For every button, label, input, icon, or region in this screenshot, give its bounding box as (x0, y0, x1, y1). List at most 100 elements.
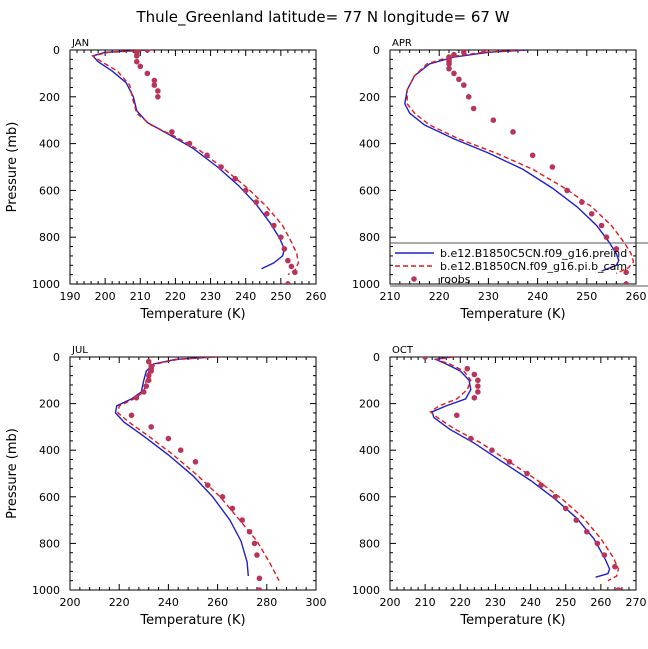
roobs-point (242, 187, 249, 194)
plot-area (91, 50, 300, 284)
x-tick-label: 230 (478, 290, 499, 303)
legend-entry-label: roobs (440, 273, 471, 286)
x-tick-label: 250 (270, 290, 291, 303)
roobs-point (169, 129, 175, 135)
roobs-point (471, 394, 478, 401)
roobs-point (584, 528, 590, 535)
x-tick-label: 210 (415, 596, 436, 609)
y-tick-label: 800 (359, 231, 380, 244)
panel-label: APR (392, 38, 412, 49)
y-tick-label: 0 (53, 351, 60, 364)
plot-frame (389, 356, 637, 591)
x-tick-label: 230 (485, 596, 506, 609)
roobs-point (601, 552, 608, 558)
roobs-point (623, 281, 629, 284)
roobs-point (239, 517, 245, 523)
plot-area (404, 50, 635, 284)
roobs-point (256, 587, 263, 590)
roobs-point (133, 58, 140, 65)
plot-frame (69, 49, 317, 285)
roobs-point (506, 459, 513, 465)
roobs-point (143, 383, 150, 389)
roobs-point (144, 50, 151, 53)
roobs-point (155, 94, 161, 100)
roobs-point (489, 447, 495, 454)
roobs-point (246, 528, 253, 535)
legend-entry-label: b.e12.B1850CN.f09_g16.pi.b_cam (440, 260, 627, 273)
roobs-point (524, 470, 530, 477)
roobs-point (538, 482, 544, 488)
y-tick-label: 800 (359, 537, 380, 550)
roobs-point (579, 199, 585, 205)
roobs-point (573, 517, 580, 523)
x-tick-label: 200 (95, 290, 116, 303)
x-axis-label: Temperature (K) (459, 613, 565, 628)
x-tick-label: 250 (555, 596, 576, 609)
series-line-b1850cn (91, 50, 300, 276)
panel-jul: 200 220 240 260 280 300 0 200 400 600 800 1000 JUL Te… (5, 345, 327, 628)
x-tick-label: 220 (165, 290, 186, 303)
y-tick-label: 400 (359, 138, 380, 151)
x-tick-label: 220 (450, 596, 471, 609)
roobs-point (204, 152, 210, 159)
y-tick-label: 600 (359, 491, 380, 504)
roobs-point (490, 117, 497, 123)
panel-label: OCT (392, 345, 414, 356)
roobs-point (218, 164, 224, 170)
roobs-point (281, 246, 288, 252)
legend: b.e12.B1850C5CN.f09_g16.preindb.e12.B185… (390, 242, 648, 287)
y-tick-label: 200 (359, 91, 380, 104)
roobs-point (465, 94, 472, 100)
y-tick-label: 800 (39, 231, 60, 244)
roobs-point (461, 50, 467, 56)
roobs-point (594, 540, 601, 547)
roobs-point (144, 70, 151, 77)
y-tick-label: 0 (373, 351, 380, 364)
x-tick-label: 260 (306, 290, 327, 303)
roobs-point (133, 53, 140, 59)
roobs-point (292, 269, 298, 276)
roobs-point (615, 587, 622, 590)
x-tick-label: 260 (590, 596, 611, 609)
series-line-b1850cn (117, 357, 280, 582)
roobs-point (285, 281, 291, 284)
roobs-point (451, 51, 457, 58)
x-tick-label: 220 (429, 290, 450, 303)
roobs-point (145, 372, 152, 379)
series-line-b1850c5cn (404, 50, 620, 272)
x-axis-label: Temperature (K) (139, 613, 245, 628)
y-tick-label: 400 (39, 138, 60, 151)
roobs-point (480, 50, 487, 53)
y-tick-label: 200 (359, 398, 380, 411)
legend-entry-label: b.e12.B1850C5CN.f09_g16.preind (440, 247, 627, 260)
x-tick-label: 220 (109, 596, 130, 609)
y-tick-label: 800 (39, 537, 60, 550)
figure-title: Thule_Greenland latitude= 77 N longitude… (135, 8, 509, 27)
roobs-point (177, 447, 184, 454)
y-tick-label: 0 (53, 44, 60, 57)
series-line-b1850c5cn (431, 357, 611, 578)
roobs-point (148, 424, 154, 430)
series-line-b1850cn (406, 50, 635, 275)
y-tick-label: 1000 (32, 278, 60, 291)
panel-jan: 190 200 210 220 230 240 250 260 0 200 400 600 800 100… (5, 38, 327, 322)
roobs-point (137, 63, 144, 70)
y-tick-label: 1000 (352, 278, 380, 291)
y-tick-label: 600 (359, 184, 380, 197)
roobs-point (155, 88, 161, 94)
x-tick-label: 300 (306, 596, 327, 609)
roobs-point (256, 575, 263, 582)
y-tick-label: 200 (39, 398, 60, 411)
roobs-point (278, 234, 284, 240)
roobs-point (475, 383, 481, 389)
roobs-point (475, 377, 481, 384)
roobs-point (471, 371, 478, 378)
x-tick-label: 260 (207, 596, 228, 609)
roobs-point (186, 140, 193, 147)
series-line-b1850c5cn (91, 50, 286, 270)
y-axis-label: Pressure (mb) (5, 428, 20, 519)
roobs-point (141, 389, 147, 395)
roobs-point (451, 70, 457, 77)
roobs-point (603, 234, 610, 240)
